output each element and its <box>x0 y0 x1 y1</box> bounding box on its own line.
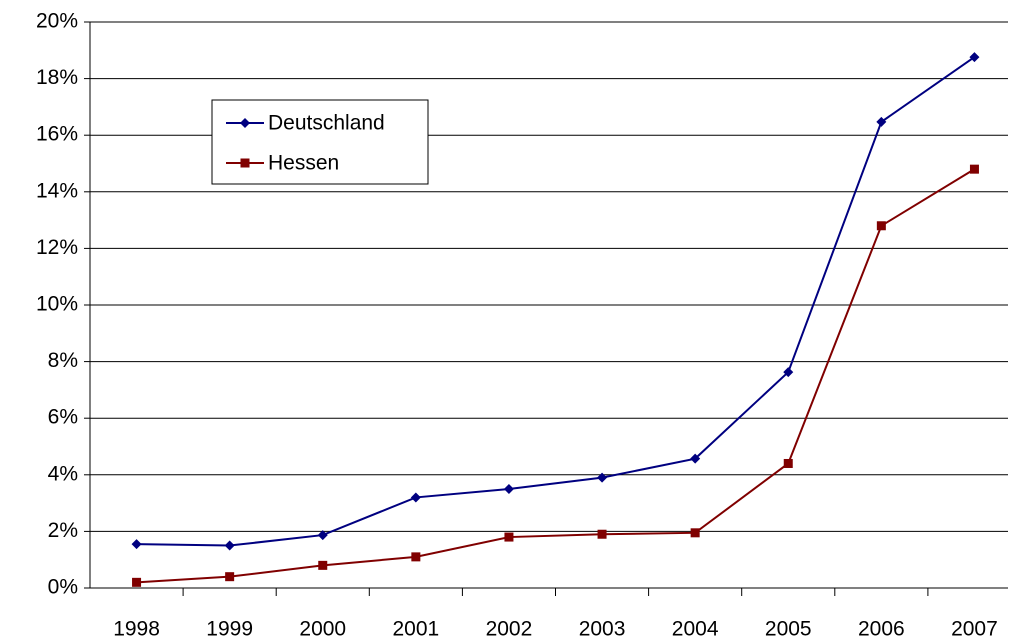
marker <box>597 472 608 483</box>
x-tick-label: 2007 <box>951 618 998 638</box>
legend-label: Hessen <box>268 152 339 175</box>
line <box>136 168 975 584</box>
legend-label: Deutschland <box>268 112 385 135</box>
x-tick-label: 2003 <box>579 618 626 638</box>
marker <box>504 532 514 542</box>
marker <box>503 483 514 494</box>
y-tick-label: 12% <box>36 236 78 259</box>
marker <box>225 572 235 582</box>
marker <box>783 367 794 378</box>
marker <box>224 540 235 551</box>
x-tick-label: 2000 <box>299 618 346 638</box>
marker <box>318 560 328 570</box>
marker <box>876 221 886 231</box>
marker <box>876 116 887 127</box>
marker <box>317 530 328 541</box>
marker <box>783 458 793 468</box>
y-tick-label: 8% <box>48 349 78 372</box>
marker <box>969 164 979 174</box>
x-tick-label: 1999 <box>206 618 253 638</box>
x-tick-label: 2004 <box>672 618 719 638</box>
marker <box>690 528 700 538</box>
x-tick-label: 1998 <box>113 618 160 638</box>
marker <box>411 552 421 562</box>
y-tick-label: 18% <box>36 66 78 89</box>
legend-box <box>211 99 429 185</box>
marker <box>132 577 142 587</box>
y-tick-label: 16% <box>36 123 78 146</box>
y-tick-label: 2% <box>48 519 78 542</box>
marker <box>690 453 701 464</box>
y-tick-label: 0% <box>48 576 78 599</box>
y-tick-label: 14% <box>36 179 78 202</box>
marker <box>240 118 250 128</box>
x-tick-label: 2006 <box>858 618 905 638</box>
x-tick-label: 2002 <box>486 618 533 638</box>
marker <box>131 539 142 550</box>
y-tick-label: 4% <box>48 462 78 485</box>
marker <box>969 52 980 63</box>
x-tick-label: 2005 <box>765 618 812 638</box>
legend: Deutschland Hessen <box>211 99 429 185</box>
marker <box>597 529 607 539</box>
y-tick-label: 6% <box>48 406 78 429</box>
marker <box>410 492 421 503</box>
y-tick-label: 20% <box>36 10 78 33</box>
x-tick-label: 2001 <box>392 618 439 638</box>
y-tick-label: 10% <box>36 293 78 316</box>
marker <box>240 158 250 168</box>
line <box>136 56 976 547</box>
